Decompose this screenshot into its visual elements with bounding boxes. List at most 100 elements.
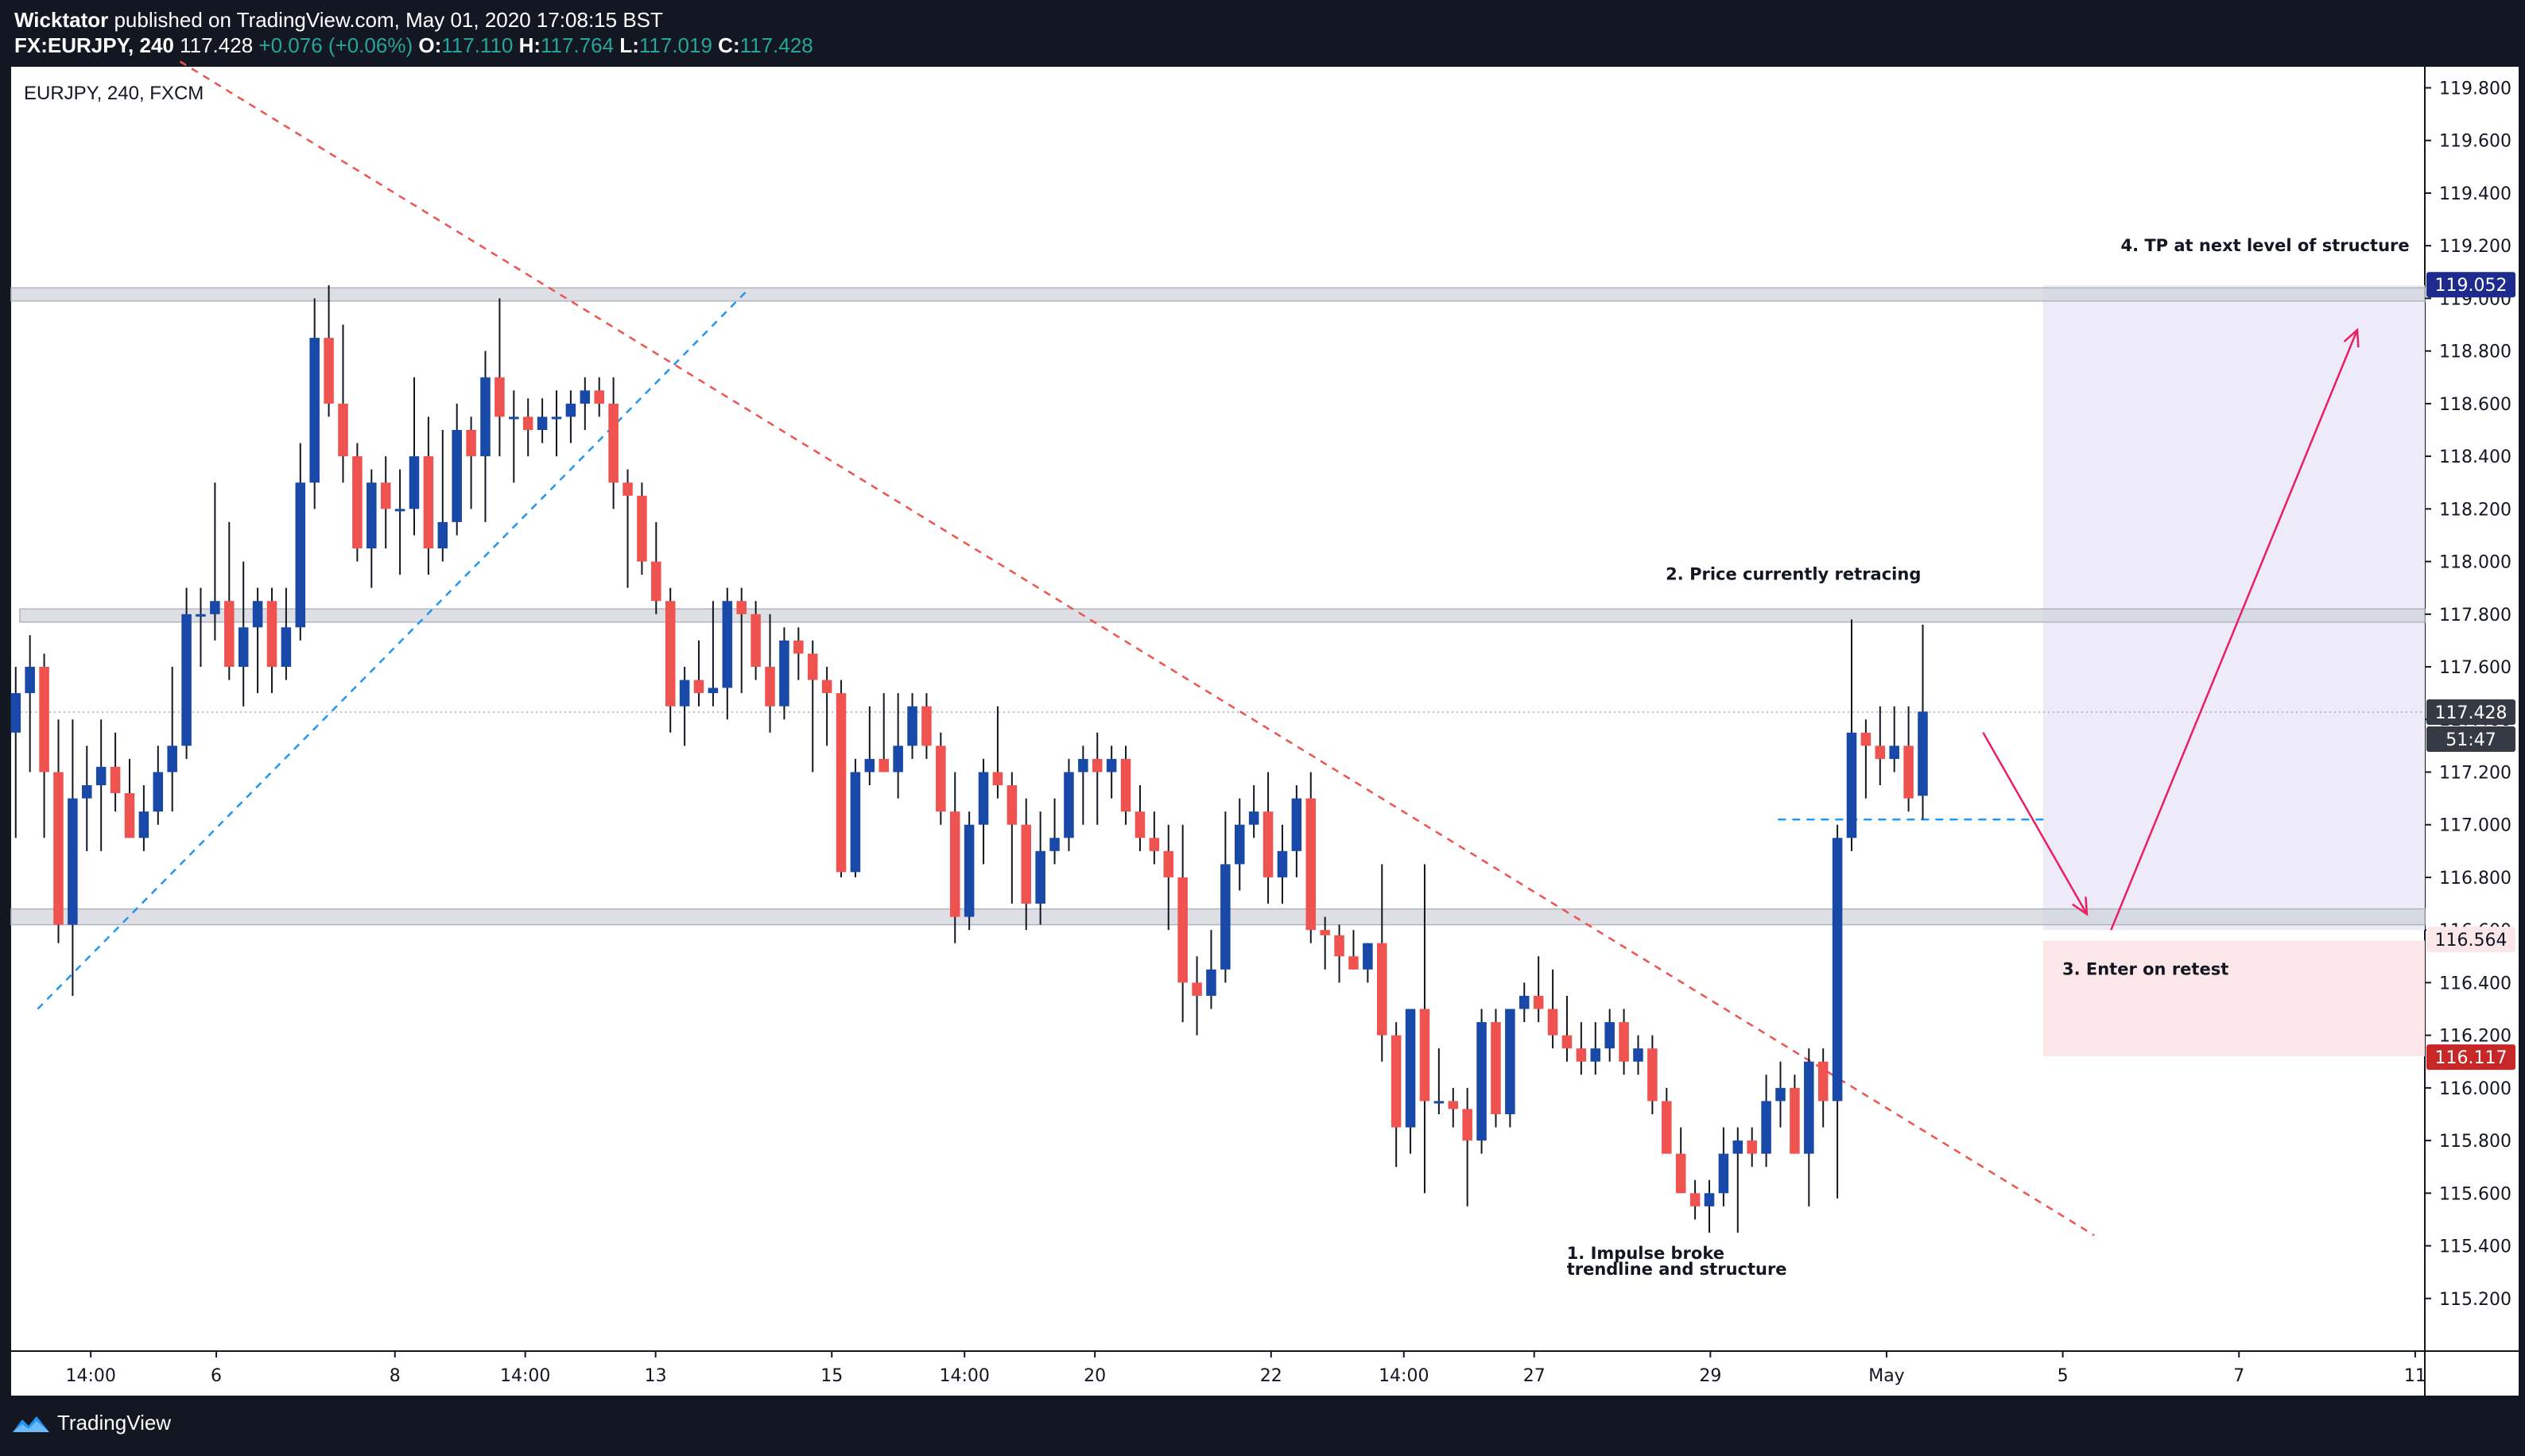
legend-symbol: EURJPY, 240, FXCM	[24, 83, 204, 104]
candle-body-up	[893, 745, 903, 773]
candle-body-up	[252, 601, 263, 628]
high-label: H:	[518, 33, 541, 57]
candle-body-down	[751, 614, 761, 668]
candle-body-up	[978, 772, 989, 825]
candle-body-down	[1790, 1087, 1800, 1154]
candle-body-up	[409, 456, 420, 509]
candle-body-down	[807, 653, 818, 680]
x-tick-label: 5	[2058, 1366, 2069, 1386]
plot-background	[11, 67, 2425, 1351]
candle-body-down	[1533, 995, 1544, 1009]
y-tick-label: 116.000	[2439, 1079, 2511, 1099]
y-tick-label: 119.400	[2439, 184, 2511, 204]
candle-body-down	[1120, 758, 1131, 812]
candle-body-up	[1889, 745, 1899, 759]
candle-body-down	[921, 706, 932, 746]
publish-info: published on TradingView.com, May 01, 20…	[114, 8, 663, 32]
candle-body-up	[1220, 864, 1231, 970]
candle-body-down	[1875, 745, 1886, 759]
candle-body-up	[1846, 732, 1857, 838]
candle-body-up	[1761, 1101, 1771, 1154]
x-tick-label: 14:00	[500, 1366, 550, 1386]
candle-body-down	[1448, 1101, 1459, 1109]
y-tick-label: 117.600	[2439, 658, 2511, 678]
last-price: 117.428	[180, 33, 254, 57]
candle-body-down	[1662, 1101, 1672, 1154]
candle-body-down	[423, 456, 434, 548]
candle-body-down	[1817, 1061, 1829, 1102]
candle-body-up	[1291, 798, 1302, 851]
countdown-box	[2426, 726, 2515, 752]
candle-body-down	[637, 495, 647, 562]
candle-body-down	[466, 429, 476, 457]
annotation-ann-3: 3. Enter on retest	[2062, 959, 2228, 978]
y-tick-label: 119.600	[2439, 132, 2511, 152]
y-tick-label: 118.800	[2439, 343, 2511, 362]
candle-body-up	[1064, 772, 1074, 838]
candle-body-down	[1021, 824, 1032, 904]
candle-body-up	[238, 627, 249, 668]
candle-body-up	[181, 614, 192, 746]
candle-body-down	[1547, 1009, 1558, 1036]
low-label: L:	[619, 33, 639, 57]
x-tick-label: 6	[211, 1366, 222, 1386]
retrace-arrow	[1982, 732, 2089, 915]
tradingview-logo-icon	[13, 1415, 49, 1432]
open-label: O:	[418, 33, 442, 57]
ascending-trendline	[37, 289, 748, 1010]
candle-body-down	[793, 640, 804, 654]
candle-body-up	[196, 614, 206, 617]
candle-body-down	[623, 482, 633, 496]
candle-body-down	[1689, 1193, 1701, 1206]
candle-body-down	[1860, 732, 1871, 746]
candle-body-down	[594, 390, 604, 404]
candle-body-down	[1647, 1048, 1658, 1102]
x-tick-label: 14:00	[1379, 1366, 1429, 1386]
candle-body-down	[1576, 1048, 1587, 1062]
y-tick-label: 116.400	[2439, 974, 2511, 993]
candle-body-down	[1007, 785, 1018, 825]
candle-body-down	[736, 601, 747, 614]
candle-body-up	[95, 766, 107, 786]
candle-body-up	[1590, 1048, 1601, 1062]
candle-body-down	[765, 667, 775, 707]
candle-body-down	[651, 561, 661, 602]
annotation-ann-4: 4. TP at next level of structure	[2120, 236, 2409, 255]
low-value: 117.019	[638, 33, 712, 57]
x-tick-label: 14:00	[940, 1366, 990, 1386]
tradingview-footer[interactable]: TradingView	[11, 1411, 171, 1435]
candle-body-down	[936, 745, 946, 812]
candle-body-up	[1248, 811, 1259, 825]
candle-body-up	[1918, 711, 1928, 796]
candle-body-up	[551, 416, 562, 420]
price-label-box	[2426, 927, 2515, 953]
candle-body-down	[495, 377, 505, 417]
candle-body-down	[1149, 838, 1160, 851]
candle-body-down	[124, 792, 135, 838]
price-label-text: 117.428	[2435, 703, 2508, 723]
author-name[interactable]: Wicktator	[14, 8, 109, 32]
candle-body-up	[1505, 1009, 1515, 1114]
candle-body-down	[1377, 943, 1387, 1036]
candle-body-down	[1491, 1022, 1501, 1114]
candle-body-down	[1619, 1022, 1629, 1062]
candle-body-up	[1206, 969, 1216, 996]
target-arrow	[2110, 329, 2359, 931]
candle-body-down	[1390, 1035, 1402, 1128]
candle-body-up	[25, 667, 35, 694]
lower-support-zone	[10, 908, 2426, 926]
candle-body-up	[1078, 758, 1088, 773]
candle-body-up	[537, 416, 548, 430]
y-tick-label: 118.400	[2439, 447, 2511, 467]
header-line-1: Wicktator published on TradingView.com, …	[14, 8, 663, 33]
y-tick-label: 116.200	[2439, 1027, 2511, 1047]
target-arrow-head	[2343, 327, 2360, 348]
candle-body-up	[394, 509, 405, 512]
candle-body-up	[138, 811, 149, 838]
candle-body-up	[1035, 850, 1045, 904]
candle-body-up	[437, 521, 448, 548]
candle-body-up	[850, 772, 861, 873]
candle-body-down	[1192, 982, 1202, 996]
candle-body-up	[1277, 850, 1288, 877]
